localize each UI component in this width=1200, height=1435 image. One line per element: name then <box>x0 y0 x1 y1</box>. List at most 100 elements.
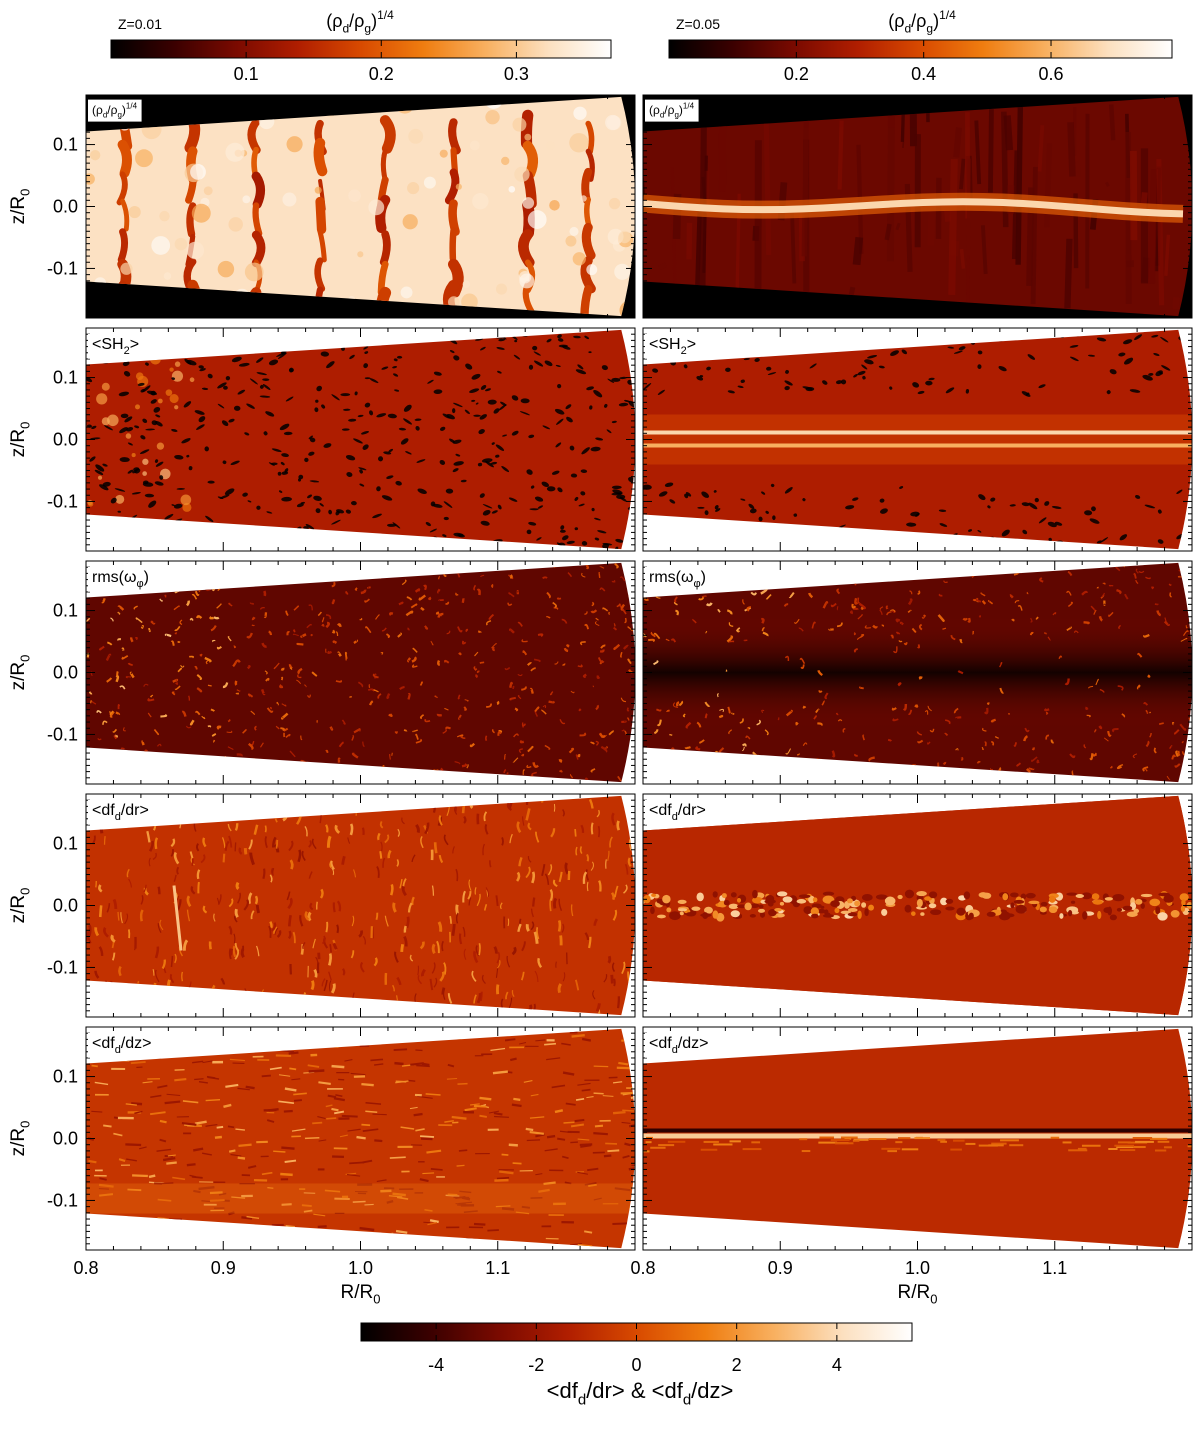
heatmap-blob <box>1099 537 1109 544</box>
heatmap-filament <box>704 701 711 707</box>
heatmap-blob <box>237 389 246 395</box>
heatmap-structure <box>252 202 263 237</box>
panel-label-background <box>88 334 144 359</box>
heatmap-filament <box>701 595 708 598</box>
midplane-layer-blob <box>751 1141 761 1144</box>
heatmap-filament <box>361 1082 374 1087</box>
heatmap-filament <box>185 725 192 729</box>
heatmap-filament <box>127 1188 142 1192</box>
heatmap-filament <box>574 1118 585 1123</box>
panel-label-background <box>645 1033 713 1058</box>
midplane-layer-blob <box>1112 893 1125 902</box>
heatmap-filament <box>1069 753 1076 759</box>
midplane-layer-blob <box>1154 1149 1167 1152</box>
heatmap-filament <box>109 710 114 716</box>
heatmap-filament <box>944 732 949 737</box>
heatmap-filament <box>249 602 255 605</box>
midplane-layer-blob <box>1132 1137 1153 1140</box>
heatmap-filament <box>249 852 255 866</box>
x-axis-label: R/R0 <box>898 1282 938 1307</box>
midplane-layer-blob <box>1077 1147 1087 1150</box>
heatmap-blob <box>417 488 427 495</box>
heatmap-blob <box>198 416 206 423</box>
heatmap-filament <box>653 632 661 640</box>
heatmap-blob <box>557 487 563 493</box>
heatmap-filament <box>818 690 823 693</box>
heatmap-blob <box>163 272 172 280</box>
heatmap-filament <box>348 695 352 699</box>
midplane-layer-blob <box>978 892 988 898</box>
heatmap-blob <box>1157 509 1162 514</box>
heatmap-filament <box>202 1152 212 1156</box>
heatmap-filament <box>173 874 177 882</box>
midplane-layer-blob <box>1075 893 1085 898</box>
heatmap-filament <box>420 606 425 611</box>
midplane-layer-blob <box>1187 1145 1193 1148</box>
heatmap-filament <box>1103 737 1109 742</box>
midplane-layer-blob <box>1002 893 1009 901</box>
heatmap-blob <box>1118 352 1126 357</box>
heatmap-filament <box>577 1082 591 1086</box>
heatmap-filament <box>437 575 441 580</box>
midplane-layer-blob <box>822 914 835 918</box>
heatmap-blob <box>1022 529 1028 535</box>
heatmap-filament <box>897 682 902 687</box>
heatmap-filament <box>728 729 733 735</box>
heatmap-blob <box>107 414 119 427</box>
heatmap-filament <box>750 591 757 596</box>
x-tick-label: 0.8 <box>630 1258 655 1278</box>
heatmap-filament <box>345 591 349 595</box>
heatmap-structure <box>1105 181 1110 187</box>
heatmap-filament <box>138 1146 147 1150</box>
heatmap-filament <box>401 579 407 586</box>
heatmap-filament <box>699 739 705 744</box>
heatmap-filament <box>1180 637 1188 642</box>
heatmap-blob <box>643 484 652 490</box>
heatmap-filament <box>981 600 987 605</box>
heatmap-blob <box>386 523 397 527</box>
heatmap-filament <box>115 675 120 683</box>
heatmap-filament <box>813 715 817 720</box>
heatmap-filament <box>595 617 599 621</box>
heatmap-filament <box>1143 702 1149 706</box>
heatmap-blob <box>765 510 769 514</box>
heatmap-filament <box>307 1064 320 1068</box>
midplane-layer-core <box>643 430 1192 435</box>
midplane-layer-blob <box>1150 1137 1168 1140</box>
heatmap-blob <box>142 471 147 476</box>
heatmap-structure <box>988 106 994 193</box>
heatmap-blob <box>368 199 385 216</box>
heatmap-filament <box>201 1200 211 1203</box>
heatmap-structure <box>959 158 966 190</box>
heatmap-blob <box>528 521 537 526</box>
heatmap-blob <box>159 475 164 480</box>
heatmap-blob <box>889 386 893 390</box>
heatmap-filament <box>517 673 523 677</box>
heatmap-filament <box>511 946 517 956</box>
heatmap-filament <box>470 1103 480 1106</box>
y-axis-label: z/R0 <box>8 189 33 225</box>
heatmap-filament <box>960 757 964 761</box>
heatmap-filament <box>824 692 829 700</box>
heatmap-filament <box>289 750 296 758</box>
heatmap-blob <box>446 413 455 420</box>
heatmap-blob <box>342 408 351 411</box>
heatmap-filament <box>777 717 780 721</box>
heatmap-filament <box>525 866 531 879</box>
heatmap-filament <box>202 837 207 848</box>
heatmap-filament <box>166 1093 181 1096</box>
heatmap-blob <box>369 410 374 416</box>
heatmap-filament <box>121 647 125 651</box>
heatmap-blob <box>182 502 192 512</box>
heatmap-blob <box>335 510 340 516</box>
heatmap-blob <box>288 368 294 373</box>
heatmap-filament <box>1099 688 1105 693</box>
heatmap-structure <box>448 118 461 155</box>
heatmap-filament <box>480 574 485 578</box>
heatmap-blob <box>110 497 117 504</box>
heatmap-filament <box>656 708 662 712</box>
heatmap-filament <box>399 878 403 889</box>
heatmap-filament <box>612 1222 629 1225</box>
heatmap-filament <box>595 740 599 746</box>
heatmap-blob <box>452 439 462 444</box>
